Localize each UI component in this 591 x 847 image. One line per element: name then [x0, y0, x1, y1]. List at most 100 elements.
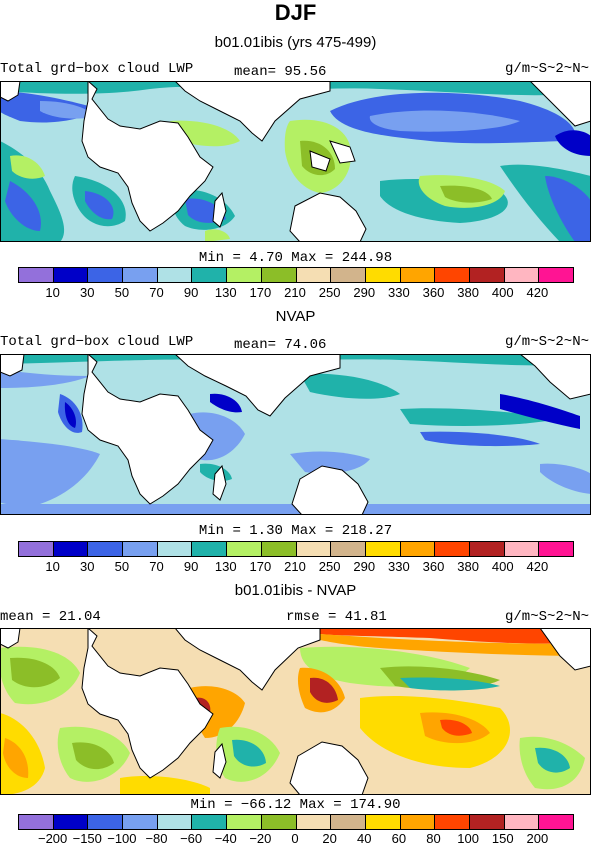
colorbar-tick-label: 90	[183, 559, 199, 574]
colorbar-swatch	[435, 815, 470, 829]
panel1-field-label: Total grd−box cloud LWP	[0, 61, 194, 77]
colorbar-swatch	[53, 268, 89, 282]
colorbar-swatch	[157, 542, 193, 556]
colorbar-swatch	[365, 268, 401, 282]
colorbar-swatch	[400, 542, 436, 556]
colorbar-swatch	[88, 542, 124, 556]
colorbar-tick-label: 420	[526, 559, 549, 574]
colorbar-swatch	[504, 542, 540, 556]
colorbar-tick-label: 30	[80, 285, 95, 300]
colorbar-swatch	[261, 815, 297, 829]
colorbar-tick-label: 250	[318, 285, 341, 300]
colorbar-swatch	[227, 542, 262, 556]
colorbar-tick-label: 130	[214, 559, 237, 574]
colorbar-swatch	[88, 815, 124, 829]
panel2-mean: mean= 74.06	[234, 337, 327, 353]
colorbar-swatch	[469, 815, 505, 829]
panel2-subtitle: NVAP	[275, 308, 316, 325]
panel1-colorbar-labels: 10 30 50 70 90 130 170 210 250 290 330 360 380 400 420	[18, 285, 572, 301]
panel3-mean: mean = 21.04	[0, 609, 101, 625]
colorbar-swatch	[227, 815, 262, 829]
colorbar-swatch	[331, 815, 366, 829]
colorbar-tick-label: 250	[318, 559, 341, 574]
colorbar-swatch	[539, 268, 573, 282]
colorbar-swatch	[192, 815, 228, 829]
panel2-colorbar-labels: 10 30 50 70 90 130 170 210 250 290 330 360 380 400 420	[18, 559, 572, 575]
colorbar-swatch	[504, 815, 540, 829]
colorbar-swatch	[469, 268, 505, 282]
panel1-colorbar	[18, 267, 574, 283]
colorbar-tick-label: −80	[145, 831, 168, 846]
colorbar-swatch	[88, 268, 124, 282]
panel3-map	[0, 628, 591, 795]
colorbar-tick-label: −150	[72, 831, 102, 846]
colorbar-swatch	[539, 542, 573, 556]
colorbar-tick-label: 420	[526, 285, 549, 300]
panel2-field-label: Total grd−box cloud LWP	[0, 334, 194, 350]
colorbar-tick-label: 150	[491, 831, 514, 846]
colorbar-tick-label: 90	[183, 285, 199, 300]
colorbar-tick-label: 360	[422, 559, 445, 574]
colorbar-swatch	[365, 815, 401, 829]
panel2-colorbar	[18, 541, 574, 557]
panel1-mean: mean= 95.56	[234, 64, 327, 80]
colorbar-swatch	[400, 815, 436, 829]
colorbar-swatch	[227, 268, 262, 282]
colorbar-swatch	[123, 815, 158, 829]
colorbar-swatch	[296, 815, 332, 829]
panel2-map	[0, 354, 591, 515]
colorbar-tick-label: 10	[45, 559, 60, 574]
colorbar-tick-label: −60	[180, 831, 203, 846]
colorbar-tick-label: 200	[526, 831, 549, 846]
figure-title: DJF	[274, 0, 317, 25]
colorbar-tick-label: 210	[284, 559, 306, 574]
colorbar-swatch	[157, 268, 193, 282]
colorbar-swatch	[331, 268, 366, 282]
colorbar-swatch	[123, 268, 158, 282]
panel3-colorbar	[18, 814, 574, 830]
colorbar-tick-label: −100	[107, 831, 137, 846]
colorbar-tick-label: 10	[45, 285, 60, 300]
colorbar-tick-label: 290	[353, 559, 376, 574]
colorbar-swatch	[192, 268, 228, 282]
colorbar-swatch	[504, 268, 540, 282]
panel1-units: g/m~S~2~N~	[504, 61, 589, 77]
colorbar-swatch	[19, 542, 54, 556]
panel3-min-max: Min = −66.12 Max = 174.90	[190, 797, 401, 813]
colorbar-swatch	[192, 542, 228, 556]
colorbar-tick-label: 330	[388, 559, 410, 574]
colorbar-swatch	[435, 542, 470, 556]
colorbar-tick-label: 50	[114, 285, 130, 300]
colorbar-tick-label: 400	[491, 559, 514, 574]
colorbar-tick-label: 100	[457, 831, 479, 846]
colorbar-swatch	[296, 542, 332, 556]
panel3-rmse: rmse = 41.81	[286, 609, 387, 625]
colorbar-tick-label: 80	[426, 831, 441, 846]
colorbar-swatch	[19, 815, 54, 829]
colorbar-tick-label: 380	[457, 559, 479, 574]
colorbar-swatch	[331, 542, 366, 556]
colorbar-tick-label: 330	[388, 285, 410, 300]
colorbar-tick-label: 60	[391, 831, 407, 846]
colorbar-swatch	[469, 542, 505, 556]
colorbar-tick-label: 130	[214, 285, 237, 300]
panel1-min-max: Min = 4.70 Max = 244.98	[198, 250, 393, 266]
panel1-map	[0, 81, 591, 242]
colorbar-tick-label: 400	[491, 285, 514, 300]
panel3-colorbar-labels: −200 −150 −100 −80 −60 −40 −20 0 20 40 60 80 100 150 2…	[18, 831, 572, 847]
colorbar-tick-label: 170	[249, 285, 272, 300]
colorbar-tick-label: 20	[322, 831, 337, 846]
panel2-units: g/m~S~2~N~	[504, 334, 589, 350]
colorbar-tick-label: 380	[457, 285, 479, 300]
colorbar-swatch	[53, 815, 89, 829]
colorbar-tick-label: −20	[249, 831, 272, 846]
colorbar-swatch	[123, 542, 158, 556]
panel3-units: g/m~S~2~N~	[504, 609, 589, 625]
colorbar-swatch	[53, 542, 89, 556]
colorbar-swatch	[400, 268, 436, 282]
colorbar-tick-label: 40	[357, 831, 372, 846]
panel3-subtitle: b01.01ibis - NVAP	[234, 582, 357, 599]
colorbar-tick-label: 0	[291, 831, 299, 846]
panel1-subtitle: b01.01ibis (yrs 475-499)	[214, 34, 377, 51]
colorbar-swatch	[435, 268, 470, 282]
